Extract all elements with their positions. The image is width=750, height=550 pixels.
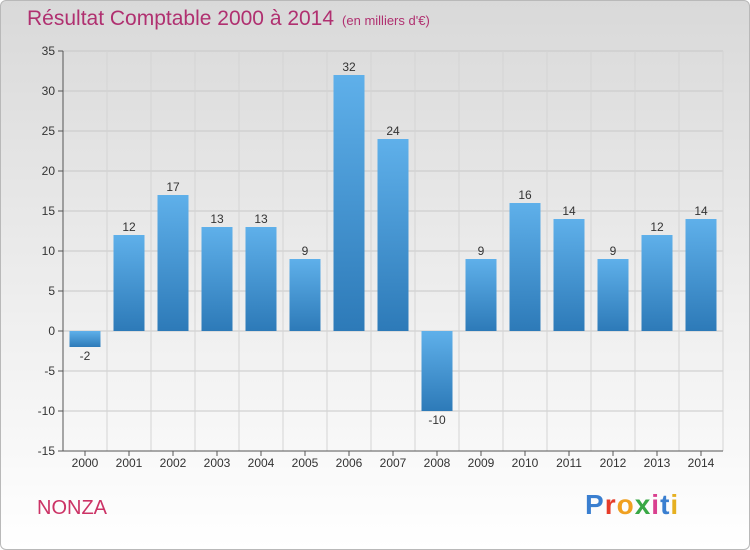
data-label-2012: 9: [610, 244, 617, 258]
y-tick-label: -10: [38, 404, 56, 418]
data-label-2001: 12: [122, 220, 136, 234]
data-label-2013: 12: [650, 220, 664, 234]
bars: [69, 75, 717, 411]
bar-2014: [685, 219, 717, 331]
y-tick-label: 0: [48, 324, 55, 338]
bar-2005: [289, 259, 321, 331]
x-axis: 2000 2001 2002 2003 2004 2005 2006 2007 2008 2009…: [63, 450, 723, 470]
logo-letter: t: [660, 489, 671, 520]
x-tick-label: 2002: [160, 456, 187, 470]
logo-letter: r: [604, 489, 617, 520]
data-label-2003: 13: [210, 212, 224, 226]
grid-lines: [62, 50, 724, 452]
y-tick-label: 10: [42, 244, 56, 258]
x-tick-label: 2004: [248, 456, 275, 470]
y-tick-label: 35: [42, 44, 56, 58]
data-label-2006: 32: [342, 60, 356, 74]
x-tick-label: 2014: [688, 456, 715, 470]
bar-2004: [245, 227, 277, 331]
data-label-2002: 17: [166, 180, 180, 194]
bar-2013: [641, 235, 673, 331]
x-tick-label: 2011: [556, 456, 582, 470]
x-tick-label: 2010: [512, 456, 539, 470]
bar-2011: [553, 219, 585, 331]
chart-subtitle: (en milliers d'€): [342, 13, 430, 28]
y-tick-label: 15: [42, 204, 56, 218]
data-label-2009: 9: [478, 244, 485, 258]
bar-2000: [69, 331, 101, 347]
bar-2001: [113, 235, 145, 331]
x-tick-label: 2007: [380, 456, 407, 470]
town-name: NONZA: [37, 497, 107, 519]
x-tick-label: 2003: [204, 456, 231, 470]
data-label-2014: 14: [694, 204, 708, 218]
x-tick-label: 2012: [600, 456, 627, 470]
logo-letter: P: [585, 489, 605, 520]
y-tick-label: 5: [48, 284, 55, 298]
logo-letter: i: [670, 489, 680, 520]
logo-letter: o: [616, 489, 635, 520]
x-tick-label: 2001: [116, 456, 143, 470]
y-tick-label: 25: [42, 124, 56, 138]
x-tick-label: 2013: [644, 456, 671, 470]
y-tick-label: -5: [44, 364, 55, 378]
bar-2002: [157, 195, 189, 331]
data-label-2005: 9: [302, 244, 309, 258]
data-label-2000: -2: [80, 349, 91, 363]
bar-2010: [509, 203, 541, 331]
y-tick-label: -15: [38, 444, 56, 458]
bar-2008: [421, 331, 453, 411]
bar-2009: [465, 259, 497, 331]
y-tick-label: 30: [42, 84, 56, 98]
x-tick-label: 2008: [424, 456, 451, 470]
bar-2007: [377, 139, 409, 331]
data-labels: -2 12 17 13 13 9 32 24 -10 9 16 14 9 12 14: [80, 60, 708, 427]
logo-letter: i: [651, 489, 661, 520]
chart-title-text: Résultat Comptable 2000 à 2014: [27, 7, 335, 30]
data-label-2004: 13: [254, 212, 268, 226]
bar-2012: [597, 259, 629, 331]
x-tick-label: 2009: [468, 456, 495, 470]
data-label-2007: 24: [386, 124, 400, 138]
proxiti-logo: Proxiti: [585, 489, 679, 521]
x-tick-label: 2006: [336, 456, 363, 470]
data-label-2008: -10: [428, 413, 446, 427]
data-label-2010: 16: [518, 188, 532, 202]
bar-2003: [201, 227, 233, 331]
data-label-2011: 14: [562, 204, 576, 218]
x-tick-label: 2005: [292, 456, 319, 470]
chart-title: Résultat Comptable 2000 à 2014 (en millie…: [27, 7, 430, 31]
logo-letter: x: [634, 489, 652, 520]
bar-2006: [333, 75, 365, 331]
x-tick-label: 2000: [72, 456, 99, 470]
y-tick-label: 20: [42, 164, 56, 178]
y-axis: -15 -10 -5 0 5 10 15 20 25 30 35: [38, 44, 64, 458]
